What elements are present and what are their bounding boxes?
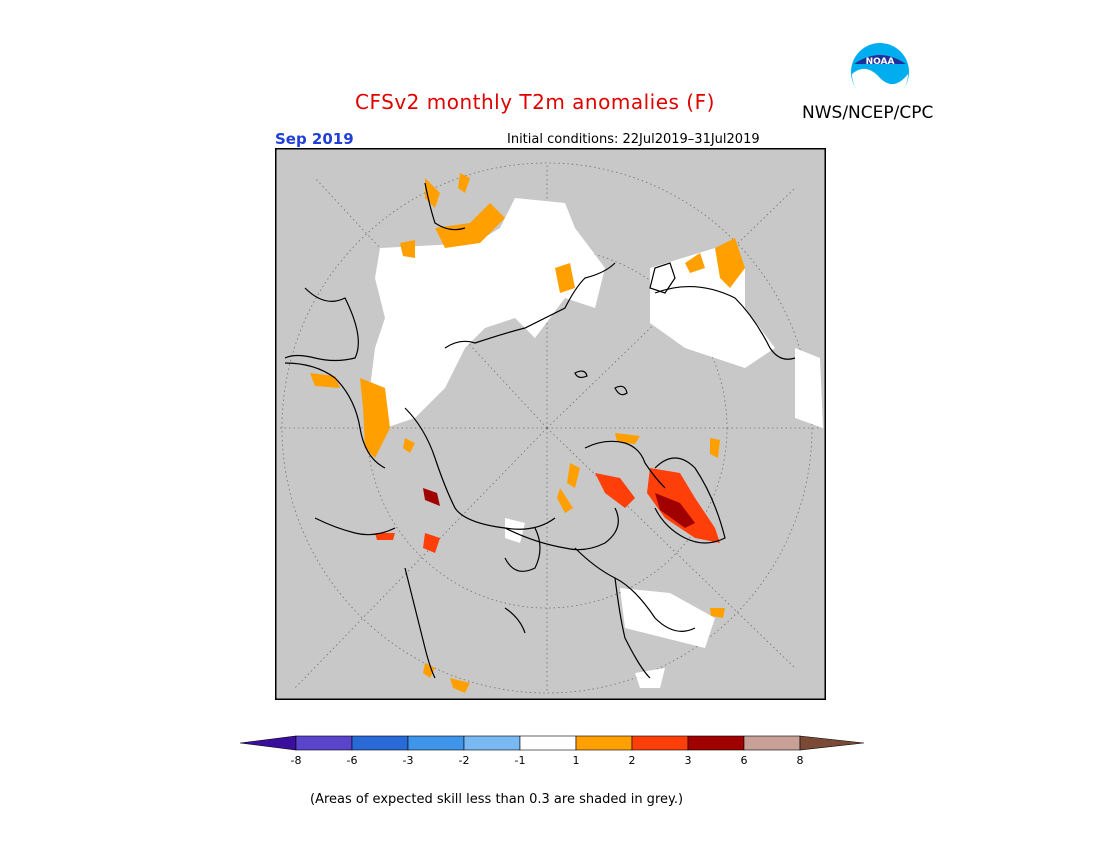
legend-tick-labels: -8 -6 -3 -2 -1 1 2 3 6 8: [291, 754, 804, 767]
legend-swatch: [295, 735, 353, 751]
white-anomaly-areas: [370, 198, 823, 688]
legend-tick-label: 1: [573, 754, 580, 767]
initial-conditions: Initial conditions: 22Jul2019–31Jul2019: [507, 132, 760, 147]
legend-tick-label: 3: [685, 754, 692, 767]
darkred-anomaly-areas: [423, 488, 695, 528]
legend-swatch: [351, 735, 409, 751]
map-title: CFSv2 monthly T2m anomalies (F): [355, 90, 715, 114]
polar-map: [275, 148, 826, 700]
legend-swatch: [407, 735, 465, 751]
legend-tick-label: -6: [347, 754, 358, 767]
legend-swatch: [463, 735, 521, 751]
legend-tick-label: 8: [797, 754, 804, 767]
legend-swatch: [631, 735, 689, 751]
legend-swatch: [519, 735, 577, 751]
forecast-month: Sep 2019: [275, 130, 354, 148]
legend-swatch: [239, 735, 297, 751]
legend-tick-label: 2: [629, 754, 636, 767]
legend-tick-label: -8: [291, 754, 302, 767]
red-anomaly-areas: [375, 468, 720, 553]
legend-tick-label: -2: [459, 754, 470, 767]
legend-swatch: [687, 735, 745, 751]
legend-tick-label: -3: [403, 754, 414, 767]
agency-label: NWS/NCEP/CPC: [802, 103, 934, 123]
coastlines: [284, 182, 796, 679]
legend-swatch: [575, 735, 633, 751]
color-legend: -8 -6 -3 -2 -1 1 2 3 6 8: [239, 735, 864, 767]
logo-text: NOAA: [866, 57, 895, 67]
legend-swatch: [799, 735, 864, 751]
legend-swatches: [239, 735, 864, 751]
skill-footnote: (Areas of expected skill less than 0.3 a…: [310, 792, 684, 807]
legend-tick-label: 6: [741, 754, 748, 767]
legend-tick-label: -1: [515, 754, 526, 767]
legend-swatch: [743, 735, 801, 751]
noaa-logo: NOAA: [850, 42, 910, 102]
